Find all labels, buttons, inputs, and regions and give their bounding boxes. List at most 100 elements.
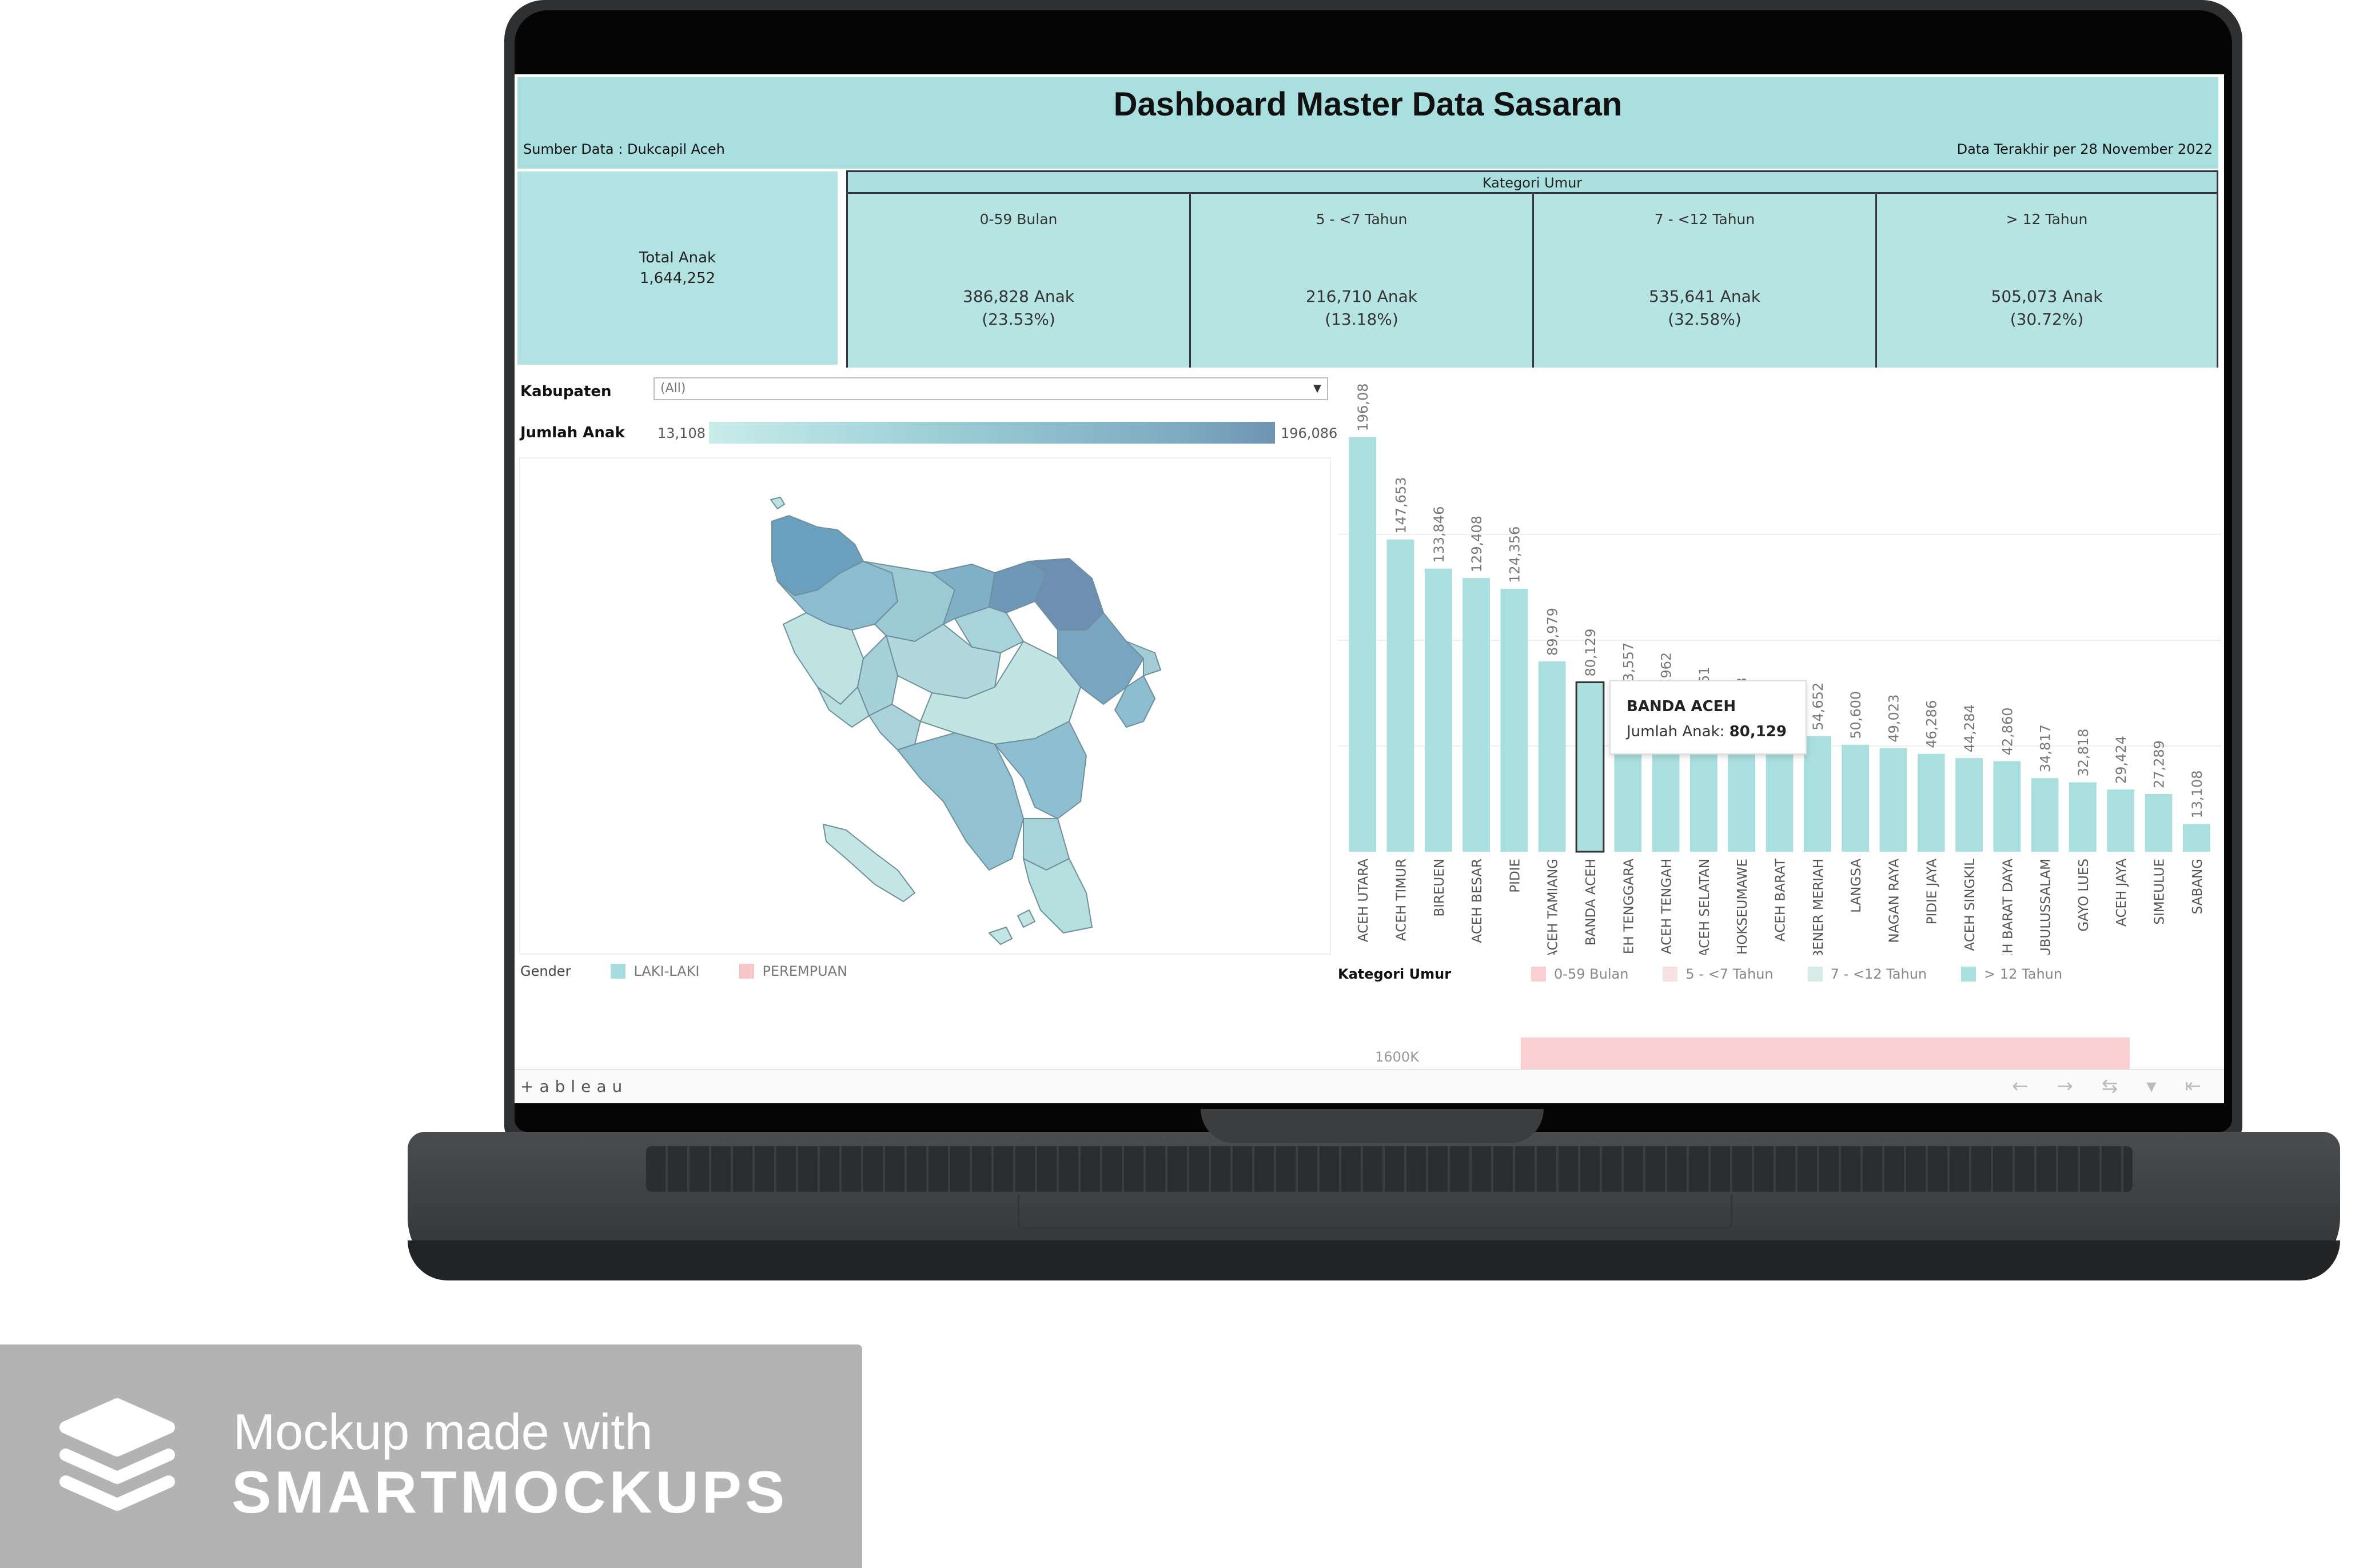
bar-value-label: 89,979: [1545, 608, 1561, 656]
kabupaten-bar-chart[interactable]: 196,086 ACEH UTARA 147,653 ACEH TIMUR 133,84…: [1338, 383, 2221, 955]
legend-swatch: [611, 964, 626, 979]
bar[interactable]: [1955, 758, 1983, 852]
category-col-2[interactable]: 7 - <12 Tahun 535,641 Anak (32.58%): [1534, 194, 1877, 368]
map-region-aceh-tenggara[interactable]: [994, 721, 1087, 819]
bar-value-label: 196,086: [1355, 383, 1371, 431]
bar-category-label: ACEH SELATAN: [1697, 859, 1712, 955]
category-value: 505,073 Anak: [1991, 287, 2103, 306]
category-col-3[interactable]: > 12 Tahun 505,073 Anak (30.72%): [1877, 194, 2217, 368]
kategori-umur-legend: Kategori Umur 0-59 Bulan 5 - <7 Tahun 7 …: [1338, 966, 2097, 982]
jumlah-anak-label: Jumlah Anak: [520, 424, 625, 441]
bar[interactable]: [2145, 794, 2173, 852]
bar-category-label: BENER MERIAH: [1811, 859, 1826, 955]
map-region-aceh-selatan[interactable]: [897, 732, 1024, 871]
chevron-down-icon[interactable]: ▼: [1313, 382, 1321, 394]
bar[interactable]: [1575, 681, 1605, 853]
bar[interactable]: [2182, 824, 2210, 852]
bar[interactable]: [1993, 761, 2021, 852]
aceh-map[interactable]: [519, 457, 1331, 955]
map-region-simeulue[interactable]: [823, 824, 915, 902]
chart-tooltip: BANDA ACEH Jumlah Anak: 80,129: [1609, 680, 1807, 755]
bar[interactable]: [1803, 736, 1831, 852]
map-region-aceh-tamiang[interactable]: [1114, 675, 1155, 728]
layers-icon: [59, 1398, 175, 1511]
tableau-logo[interactable]: +ableau: [520, 1077, 628, 1096]
legend-item-5-7-tahun[interactable]: 5 - <7 Tahun: [1663, 966, 1774, 982]
map-region-sabang[interactable]: [770, 497, 785, 509]
bar-category-label: ACEH TIMUR: [1394, 859, 1409, 941]
bar[interactable]: [1879, 748, 1907, 852]
map-region-gayo-lues[interactable]: [920, 641, 1081, 745]
legend-item-laki-laki[interactable]: LAKI-LAKI: [611, 963, 699, 979]
map-region-aceh-utara[interactable]: [1029, 558, 1104, 631]
bar[interactable]: [2031, 778, 2059, 852]
bar[interactable]: [1349, 437, 1377, 852]
smartmockups-badge: Mockup made with SMARTMOCKUPS: [0, 1344, 862, 1568]
map-region-pulau-banyak[interactable]: [989, 909, 1035, 945]
map-region-aceh-tengah[interactable]: [886, 624, 1001, 699]
bar[interactable]: [1424, 568, 1452, 852]
lower-chart-bar[interactable]: [1521, 1038, 2130, 1072]
keyboard: [646, 1146, 2133, 1192]
revert-icon[interactable]: ⇤: [2185, 1075, 2202, 1098]
bar-category-label: ACEH BARAT: [1774, 858, 1788, 941]
legend-item-0-59-bulan[interactable]: 0-59 Bulan: [1531, 966, 1628, 982]
bar[interactable]: [2107, 789, 2135, 852]
category-col-0[interactable]: 0-59 Bulan 386,828 Anak (23.53%): [848, 194, 1191, 368]
page-title: Dashboard Master Data Sasaran: [1113, 86, 1623, 123]
legend-swatch: [1961, 967, 1976, 982]
bar-value-label: 46,286: [1924, 700, 1940, 748]
kabupaten-select[interactable]: (All) ▼: [653, 377, 1328, 400]
map-region-aceh-singkil[interactable]: [1023, 858, 1093, 933]
bar-value-label: 50,600: [1848, 691, 1864, 739]
kabupaten-label: Kabupaten: [520, 383, 612, 400]
bar-category-label: NAGAN RAYA: [1887, 859, 1902, 943]
tooltip-body: Jumlah Anak: 80,129: [1627, 723, 1787, 740]
last-update: Data Terakhir per 28 November 2022: [1956, 141, 2213, 157]
legend-item-12-tahun[interactable]: > 12 Tahun: [1961, 966, 2062, 982]
map-region-aceh-timur[interactable]: [1057, 612, 1144, 705]
bar[interactable]: [2069, 782, 2097, 852]
total-value: 1,644,252: [639, 270, 716, 287]
bar[interactable]: [1500, 588, 1528, 852]
bar[interactable]: [1538, 661, 1566, 852]
kabupaten-value: (All): [660, 381, 686, 396]
bar-category-label: ACEH TENGAH: [1660, 859, 1675, 954]
map-svg: [770, 497, 1161, 945]
category-value: 535,641 Anak: [1649, 287, 1760, 306]
bar[interactable]: [1842, 744, 1869, 852]
bar-value-label: 124,356: [1507, 526, 1523, 583]
legend-label: 5 - <7 Tahun: [1685, 966, 1774, 982]
badge-text-line2: SMARTMOCKUPS: [232, 1459, 788, 1526]
undo-icon[interactable]: ←: [2011, 1075, 2029, 1098]
total-anak-card: Total Anak 1,644,252: [517, 171, 838, 365]
category-pct: (30.72%): [2010, 310, 2084, 329]
bar-value-label: 13,108: [2189, 771, 2205, 819]
bar-category-label: SUBULUSSALAM: [2039, 859, 2054, 955]
bar[interactable]: [1463, 578, 1490, 852]
bar-category-label: ACEH TAMIANG: [1546, 859, 1561, 955]
share-icon[interactable]: ⇆: [2101, 1075, 2118, 1098]
legend-item-7-12-tahun[interactable]: 7 - <12 Tahun: [1807, 966, 1927, 982]
bar-value-label: 80,129: [1583, 629, 1599, 677]
badge-text-line1: Mockup made with: [233, 1403, 653, 1460]
chevron-down-icon[interactable]: ▾: [2146, 1075, 2157, 1098]
gender-legend-title: Gender: [520, 963, 571, 979]
bar-category-label: PIDIE: [1508, 859, 1523, 893]
bar[interactable]: [1917, 753, 1945, 852]
legend-swatch: [1531, 967, 1547, 982]
bar-category-label: GAYO LUES: [2077, 859, 2091, 932]
bar-value-label: 29,424: [2113, 736, 2129, 784]
category-col-1[interactable]: 5 - <7 Tahun 216,710 Anak (13.18%): [1191, 194, 1534, 368]
laptop-base-lip: [408, 1240, 2340, 1280]
redo-icon[interactable]: →: [2057, 1075, 2073, 1098]
map-region-langsa[interactable]: [1126, 641, 1161, 676]
trackpad: [1018, 1195, 1732, 1229]
screen: Dashboard Master Data Sasaran Sumber Dat…: [515, 74, 2224, 1103]
bar-value-label: 32,818: [2075, 729, 2091, 777]
legend-item-perempuan[interactable]: PEREMPUAN: [739, 963, 847, 979]
category-pct: (13.18%): [1325, 310, 1398, 329]
bar-category-label: ACEH BARAT DAYA: [2001, 859, 2015, 955]
bar[interactable]: [1386, 539, 1414, 852]
bar-value-label: 147,653: [1393, 477, 1409, 533]
